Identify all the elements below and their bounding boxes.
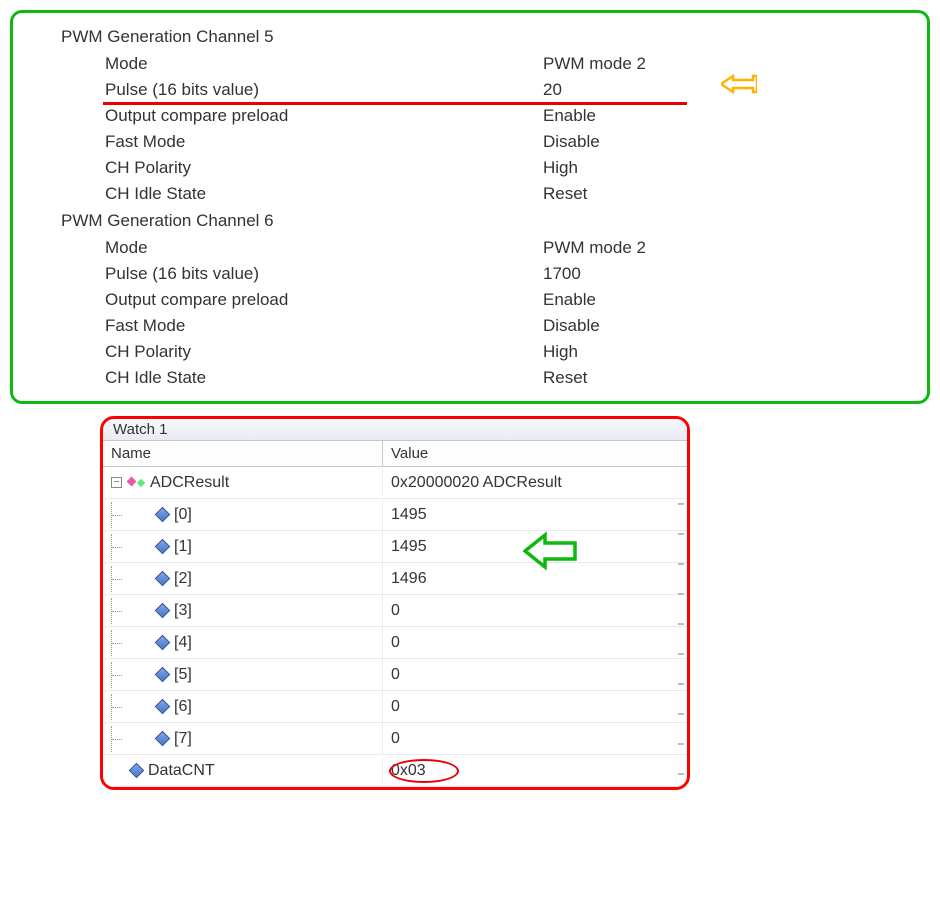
watch-row-item[interactable]: [2]1496 xyxy=(103,563,687,595)
diamond-icon xyxy=(155,667,171,683)
watch-title: Watch 1 xyxy=(103,419,687,441)
var-value: 0 xyxy=(383,694,687,720)
diamond-icon xyxy=(155,635,171,651)
diamond-icon xyxy=(155,699,171,715)
tree-line xyxy=(111,502,127,528)
var-name: [4] xyxy=(174,634,192,652)
row-value: 1700 xyxy=(543,264,897,284)
row-label: Fast Mode xyxy=(43,316,543,336)
config-row: CH Polarity High xyxy=(43,155,897,181)
config-row: Mode PWM mode 2 xyxy=(43,235,897,261)
var-name: [1] xyxy=(174,538,192,556)
section-header-ch6: PWM Generation Channel 6 xyxy=(61,207,897,235)
var-name: [5] xyxy=(174,666,192,684)
watch-row-item[interactable]: [6] 0 xyxy=(103,691,687,723)
row-label: Output compare preload xyxy=(43,290,543,310)
row-value: Enable xyxy=(543,290,897,310)
watch-row-item[interactable]: [5] 0 xyxy=(103,659,687,691)
config-row: Pulse (16 bits value) 1700 xyxy=(43,261,897,287)
config-row: Output compare preload Enable xyxy=(43,103,897,129)
row-label: CH Polarity xyxy=(43,158,543,178)
config-row: Output compare preload Enable xyxy=(43,287,897,313)
row-label: Output compare preload xyxy=(43,106,543,126)
var-value: 0x20000020 ADCResult xyxy=(383,470,687,496)
tree-line xyxy=(111,598,127,624)
var-name: [7] xyxy=(174,730,192,748)
diamond-icon xyxy=(155,539,171,555)
tree-line xyxy=(111,694,127,720)
green-left-arrow-icon xyxy=(523,531,579,571)
row-value: PWM mode 2 xyxy=(543,54,897,74)
tree-line xyxy=(111,662,127,688)
var-name: [0] xyxy=(174,506,192,524)
var-value: 0 xyxy=(383,630,687,656)
row-label: Mode xyxy=(43,54,543,74)
config-row: Fast Mode Disable xyxy=(43,129,897,155)
row-label: Fast Mode xyxy=(43,132,543,152)
config-row: CH Idle State Reset xyxy=(43,365,897,391)
tree-line xyxy=(111,726,127,752)
var-name: [6] xyxy=(174,698,192,716)
config-row: CH Idle State Reset xyxy=(43,181,897,207)
row-label: Mode xyxy=(43,238,543,258)
config-row: CH Polarity High xyxy=(43,339,897,365)
watch-row-item[interactable]: [4] 0 xyxy=(103,627,687,659)
var-name: [3] xyxy=(174,602,192,620)
config-row: Fast Mode Disable xyxy=(43,313,897,339)
row-value: High xyxy=(543,342,897,362)
var-value: 0x03 xyxy=(383,758,687,784)
row-value: Reset xyxy=(543,184,897,204)
col-header-value[interactable]: Value xyxy=(383,441,687,466)
tree-line xyxy=(111,630,127,656)
diamond-icon xyxy=(155,603,171,619)
row-label: Pulse (16 bits value) xyxy=(43,80,543,100)
row-value: Disable xyxy=(543,132,897,152)
watch-row-item[interactable]: [1]1495 xyxy=(103,531,687,563)
expand-icon[interactable]: − xyxy=(111,477,122,488)
diamond-icon xyxy=(155,571,171,587)
row-value: PWM mode 2 xyxy=(543,238,897,258)
var-value: 0 xyxy=(383,726,687,752)
row-label: Pulse (16 bits value) xyxy=(43,264,543,284)
row-value: High xyxy=(543,158,897,178)
config-row-highlighted: Pulse (16 bits value) 20 xyxy=(43,77,897,103)
tree-line xyxy=(111,534,127,560)
row-label: CH Polarity xyxy=(43,342,543,362)
watch-row-item[interactable]: [3] 0 xyxy=(103,595,687,627)
row-label: CH Idle State xyxy=(43,368,543,388)
watch-header: Name Value xyxy=(103,441,687,467)
watch-row-root[interactable]: − ADCResult 0x20000020 ADCResult xyxy=(103,467,687,499)
row-value: Reset xyxy=(543,368,897,388)
row-label: CH Idle State xyxy=(43,184,543,204)
watch-row-item[interactable]: [7] 0 xyxy=(103,723,687,755)
pwm-config-panel: PWM Generation Channel 5 Mode PWM mode 2… xyxy=(10,10,930,404)
diamond-icon xyxy=(155,731,171,747)
var-name: [2] xyxy=(174,570,192,588)
row-value: Enable xyxy=(543,106,897,126)
config-row: Mode PWM mode 2 xyxy=(43,51,897,77)
diamond-icon xyxy=(129,763,145,779)
yellow-left-arrow-icon xyxy=(721,73,757,95)
var-value: 0 xyxy=(383,662,687,688)
var-value: 0 xyxy=(383,598,687,624)
watch-panel: Watch 1 Name Value − ADCResult 0x2000002… xyxy=(100,416,690,790)
col-header-name[interactable]: Name xyxy=(103,441,383,466)
diamond-icon xyxy=(155,507,171,523)
row-value: 20 xyxy=(543,80,897,100)
watch-row-datacnt[interactable]: DataCNT 0x03 xyxy=(103,755,687,787)
struct-icon xyxy=(128,476,144,490)
var-value: 1495 xyxy=(383,502,687,528)
scroll-indicator xyxy=(678,475,684,784)
tree-line xyxy=(111,566,127,592)
watch-row-item[interactable]: [0] 1495 xyxy=(103,499,687,531)
section-header-ch5: PWM Generation Channel 5 xyxy=(61,23,897,51)
var-name: DataCNT xyxy=(148,762,215,780)
var-name: ADCResult xyxy=(150,474,229,492)
row-value: Disable xyxy=(543,316,897,336)
